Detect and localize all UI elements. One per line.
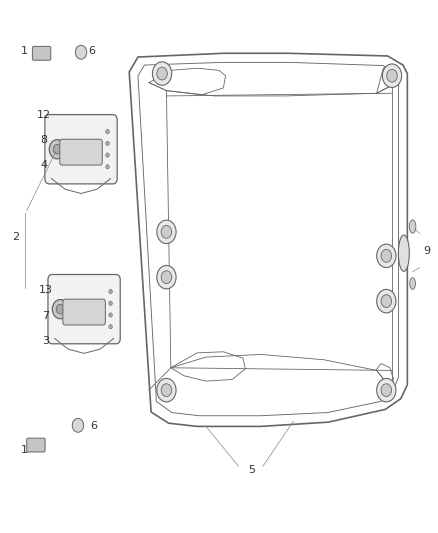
Circle shape <box>377 289 396 313</box>
Circle shape <box>109 289 112 294</box>
Circle shape <box>161 271 172 284</box>
Circle shape <box>381 249 392 262</box>
Text: 6: 6 <box>88 46 95 55</box>
Text: 6: 6 <box>91 422 98 431</box>
Polygon shape <box>129 53 407 426</box>
Circle shape <box>72 418 84 432</box>
FancyBboxPatch shape <box>60 139 102 165</box>
Text: 5: 5 <box>248 465 255 475</box>
Ellipse shape <box>409 220 416 233</box>
Text: 4: 4 <box>40 160 47 170</box>
Circle shape <box>152 62 172 85</box>
Circle shape <box>106 130 109 134</box>
Text: 1: 1 <box>21 46 28 55</box>
Circle shape <box>109 301 112 305</box>
Circle shape <box>109 313 112 317</box>
Circle shape <box>387 69 397 82</box>
Circle shape <box>109 325 112 329</box>
Text: 2: 2 <box>12 232 19 242</box>
Text: 8: 8 <box>40 135 47 144</box>
Circle shape <box>106 153 109 157</box>
Circle shape <box>157 67 167 80</box>
Text: 13: 13 <box>39 286 53 295</box>
Circle shape <box>53 300 68 319</box>
Circle shape <box>377 244 396 268</box>
Text: 7: 7 <box>42 311 49 320</box>
FancyBboxPatch shape <box>32 46 51 60</box>
Text: 3: 3 <box>42 336 49 346</box>
Text: 1: 1 <box>21 446 28 455</box>
Circle shape <box>49 140 65 159</box>
Circle shape <box>75 45 87 59</box>
Circle shape <box>377 378 396 402</box>
Circle shape <box>53 144 61 154</box>
Circle shape <box>381 295 392 308</box>
Circle shape <box>157 220 176 244</box>
Text: 9: 9 <box>424 246 431 255</box>
FancyBboxPatch shape <box>45 115 117 184</box>
Text: 12: 12 <box>37 110 51 119</box>
Circle shape <box>157 378 176 402</box>
Circle shape <box>106 165 109 169</box>
Circle shape <box>161 384 172 397</box>
Circle shape <box>157 265 176 289</box>
FancyBboxPatch shape <box>48 274 120 344</box>
Circle shape <box>56 304 64 314</box>
Circle shape <box>106 141 109 146</box>
FancyBboxPatch shape <box>27 438 45 452</box>
Ellipse shape <box>410 278 415 289</box>
Circle shape <box>381 384 392 397</box>
Circle shape <box>382 64 402 87</box>
Ellipse shape <box>399 235 409 271</box>
Circle shape <box>161 225 172 238</box>
FancyBboxPatch shape <box>63 299 105 325</box>
